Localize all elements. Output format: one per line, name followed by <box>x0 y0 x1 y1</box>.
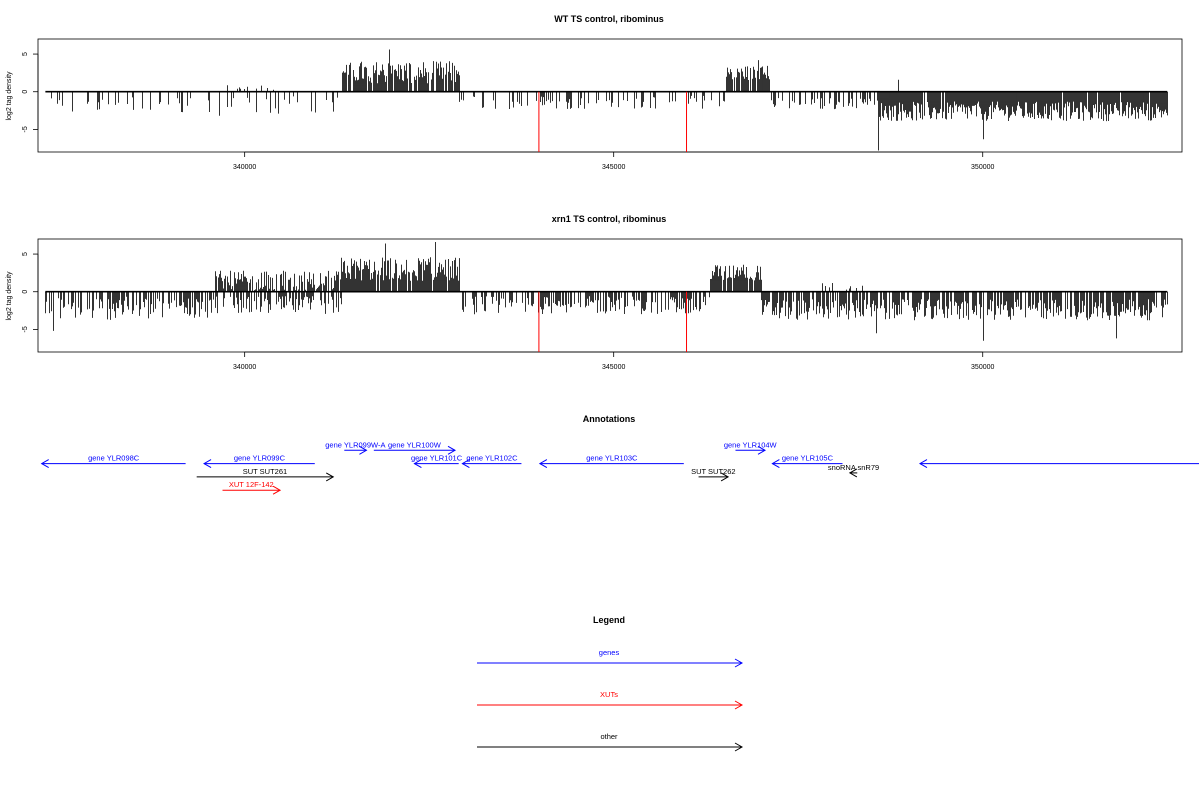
annotation-arrow: gene YLR099C <box>203 454 315 469</box>
annotation-label: gene YLR100W <box>388 440 442 449</box>
x-tick-label: 350000 <box>971 364 994 371</box>
annotation-label: gene YLR101C <box>411 454 463 463</box>
density-bar-path <box>45 242 1168 341</box>
annotation-label: gene YLR099W-A <box>325 440 385 449</box>
legend-arrow: other <box>477 732 744 752</box>
red-markers <box>538 91 688 152</box>
annotation-arrow: gene YLR105C <box>771 454 843 469</box>
legend-label: genes <box>599 648 620 657</box>
annotation-arrow: XUT 12F-142 <box>222 480 282 495</box>
x-tick-label: 345000 <box>602 164 625 171</box>
annotation-arrow: SUT SUT262 <box>691 467 736 482</box>
y-tick-label: 0 <box>22 290 29 294</box>
x-axis: 340000 345000 350000 <box>233 351 995 371</box>
panel-title: xrn1 TS control, ribominus <box>552 214 667 224</box>
panel-title: WT TS control, ribominus <box>554 14 664 24</box>
annotation-arrow: SUT SUT261 <box>196 467 335 482</box>
annotation-arrow: gene YLR104W <box>724 440 778 455</box>
legend: Legend genes XUTs other <box>477 615 744 752</box>
annotation-track: Annotations gene YLR098C gene YLR099C gene… <box>40 414 1199 495</box>
density-bars <box>45 242 1168 341</box>
annotation-arrow: gene YLR100W <box>373 440 457 455</box>
annotation-label: XUT 12F-142 <box>229 480 274 489</box>
legend-items: genes XUTs other <box>477 648 744 752</box>
density-bar-path <box>51 49 1168 151</box>
annotation-label: gene YLR103C <box>586 454 638 463</box>
annotation-arrow: gene YLR101C <box>411 454 463 469</box>
annotation-arrow: snoRNA snR79 <box>828 463 879 478</box>
annotation-label: SUT SUT261 <box>243 467 287 476</box>
annotation-arrow <box>918 459 1199 469</box>
y-tick-label: -5 <box>22 326 29 332</box>
annotation-label: gene YLR102C <box>466 454 518 463</box>
x-tick-label: 345000 <box>602 364 625 371</box>
x-axis: 340000 345000 350000 <box>233 151 995 171</box>
x-tick-label: 340000 <box>233 164 256 171</box>
annotation-arrow: gene YLR099W-A <box>325 440 385 455</box>
annotation-arrow: gene YLR103C <box>538 454 684 469</box>
y-tick-label: 5 <box>22 252 29 256</box>
legend-arrow: XUTs <box>477 690 744 710</box>
annotation-label: gene YLR099C <box>234 454 286 463</box>
y-axis: -5 0 5 <box>22 252 39 333</box>
xrn1-density-panel: xrn1 TS control, ribominus log2 tag dens… <box>6 214 1183 371</box>
annotation-arrow: gene YLR098C <box>40 454 186 469</box>
y-axis-label: log2 tag density <box>6 71 13 121</box>
y-tick-label: -5 <box>22 126 29 132</box>
y-tick-label: 5 <box>22 52 29 56</box>
legend-title: Legend <box>593 615 625 625</box>
y-axis: -5 0 5 <box>22 52 39 133</box>
x-tick-label: 340000 <box>233 364 256 371</box>
density-bars <box>51 49 1168 151</box>
annotation-label: SUT SUT262 <box>691 467 735 476</box>
annotations-title: Annotations <box>583 414 636 424</box>
legend-arrow: genes <box>477 648 744 668</box>
y-axis-label: log2 tag density <box>6 271 13 321</box>
annotation-label: gene YLR098C <box>88 454 140 463</box>
legend-label: other <box>600 732 618 741</box>
annotation-arrow: gene YLR102C <box>461 454 522 469</box>
red-markers <box>538 291 688 352</box>
annotation-label: gene YLR105C <box>782 454 834 463</box>
annotation-label: snoRNA snR79 <box>828 463 879 472</box>
annotation-label: gene YLR104W <box>724 440 778 449</box>
wt-density-panel: WT TS control, ribominus log2 tag densit… <box>6 14 1183 171</box>
x-tick-label: 350000 <box>971 164 994 171</box>
y-tick-label: 0 <box>22 90 29 94</box>
legend-label: XUTs <box>600 690 618 699</box>
